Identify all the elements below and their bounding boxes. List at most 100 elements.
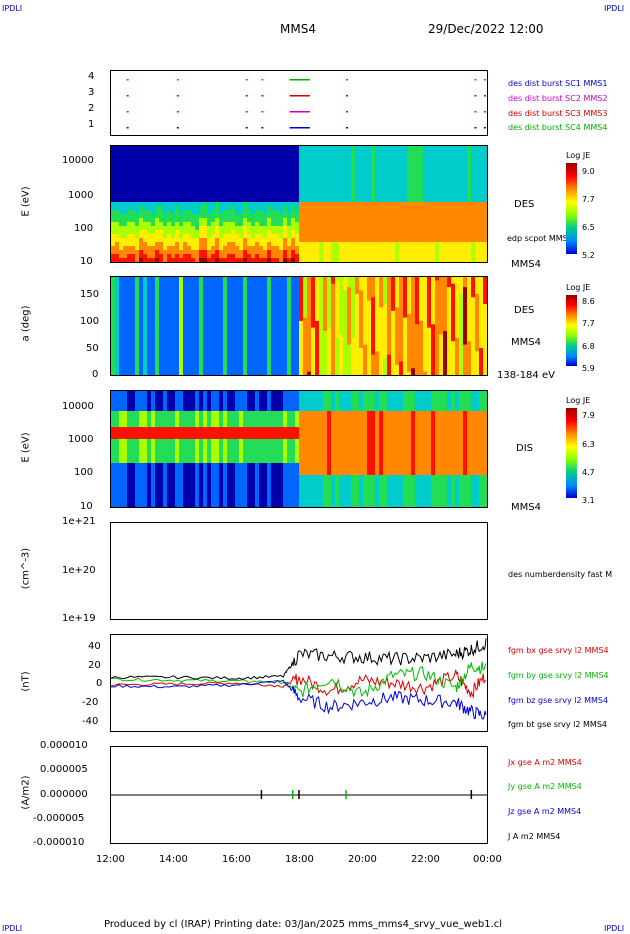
des-energy-cell [347,238,352,243]
des-pitch-cell [387,310,392,315]
des-energy-cell [203,150,208,155]
des-pitch-cell [295,280,300,285]
des-energy-cell [155,214,160,219]
des-energy-cell [359,174,364,179]
des-energy-cell [343,154,348,159]
des-pitch-cell [331,327,336,332]
des-pitch-cell [135,344,140,349]
des-pitch-cell [383,337,388,342]
des-energy-cell [191,238,196,243]
des-pitch-cell [391,337,396,342]
des-pitch-cell [223,304,228,308]
des-energy-cell [359,178,364,183]
des-pitch-cell [359,368,364,373]
des-pitch-cell [175,341,180,345]
des-pitch-cell [231,337,236,342]
des-energy-cell [115,198,120,203]
des-pitch-cell [287,317,292,322]
des-energy-cell [135,242,140,247]
des-pitch-cell [379,297,384,302]
des-energy-cell [295,198,300,203]
des-energy-cell [143,154,148,159]
des-energy-cell [127,250,132,255]
des-pitch-cell [275,344,280,349]
des-energy-cell [111,222,116,227]
des-energy-cell [343,214,348,219]
des-energy-cell [399,194,404,199]
des-energy-cell [255,150,260,155]
des-energy-cell [395,214,400,219]
des-energy-cell [119,178,124,183]
des-energy-cell [343,190,348,195]
des-energy-cell [459,202,464,207]
des-energy-cell [179,150,184,155]
des-energy-cell [419,250,424,255]
des-energy-cell [331,202,336,207]
des-pitch-cell [363,287,368,291]
des-energy-cell [415,226,420,231]
des-pitch-cell [323,351,328,356]
des-energy-cell [215,170,220,175]
des-energy-cell [355,198,360,203]
des-energy-cell [255,194,260,199]
des-pitch-cell [175,287,180,291]
des-energy-panel [110,145,488,263]
des-energy-cell [123,174,128,179]
des-pitch-cell [243,317,248,322]
des-energy-cell [191,214,196,219]
des-energy-cell [375,250,380,255]
des-energy-cell [387,250,392,255]
des-pitch-cell [391,297,396,302]
des-pitch-cell [391,310,396,315]
des-energy-cell [379,230,384,235]
des-energy-cell [483,154,487,159]
des-energy-cell [239,226,244,231]
des-energy-cell [463,206,468,211]
des-energy-cell [359,226,364,231]
des-energy-cell [435,190,440,195]
des-pitch-cell [155,361,160,366]
des-energy-cell [355,190,360,195]
des-energy-cell [311,158,316,163]
des-energy-cell [327,210,332,215]
des-energy-cell [119,170,124,175]
des-energy-cell [191,202,196,207]
des-pitch-cell [131,361,136,366]
des-energy-cell [123,162,128,167]
des-energy-cell [251,226,256,231]
des-energy-cell [343,222,348,227]
des-energy-cell [335,174,340,179]
des-pitch-cell [175,368,180,373]
des-energy-cell [367,214,372,219]
des-energy-cell [127,162,132,167]
des-pitch-cell [379,371,384,375]
des-energy-cell [383,198,388,203]
des-pitch-cell [235,331,240,335]
des-pitch-cell [259,347,264,352]
des-energy-cell [407,230,412,235]
des-energy-cell [467,194,472,199]
des-energy-cell [483,230,487,235]
des-energy-cell [271,214,276,219]
des-pitch-cell [299,307,304,312]
des-pitch-cell [207,351,212,356]
des-energy-cell [299,150,304,155]
des-energy-cell [267,146,272,151]
des-energy-cell [259,146,264,151]
des-pitch-cell [319,361,324,366]
des-pitch-cell [343,334,348,339]
des-energy-cell [267,242,272,247]
des-pitch-cell [371,364,376,369]
des-pitch-cell [227,277,232,281]
des-pitch-cell [183,290,188,295]
des-energy-cell [483,254,487,259]
des-energy-cell [219,226,224,231]
des-pitch-cell [167,371,172,375]
des-pitch-cell [391,277,396,281]
des-pitch-cell [223,300,228,305]
des-energy-cell [155,146,160,151]
des-energy-cell [131,238,136,243]
des-energy-cell [359,218,364,223]
des-pitch-cell [171,371,176,375]
des-energy-cell [135,218,140,223]
